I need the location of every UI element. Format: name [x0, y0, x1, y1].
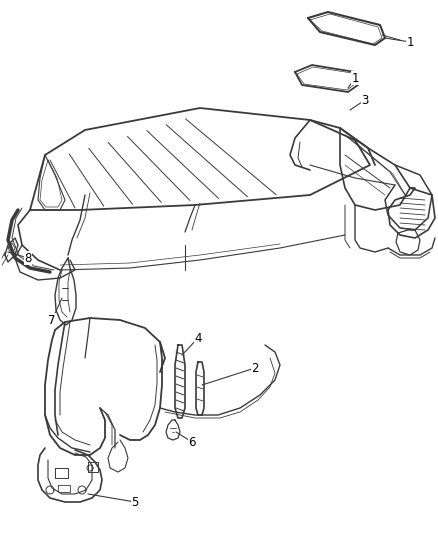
- Text: 1: 1: [351, 71, 359, 85]
- Text: 6: 6: [188, 435, 196, 448]
- Text: 8: 8: [25, 252, 32, 264]
- Text: 7: 7: [48, 313, 56, 327]
- Text: 1: 1: [406, 36, 414, 49]
- Text: 4: 4: [194, 332, 202, 344]
- Text: 2: 2: [251, 361, 259, 375]
- Text: 3: 3: [361, 93, 369, 107]
- Text: 5: 5: [131, 496, 139, 508]
